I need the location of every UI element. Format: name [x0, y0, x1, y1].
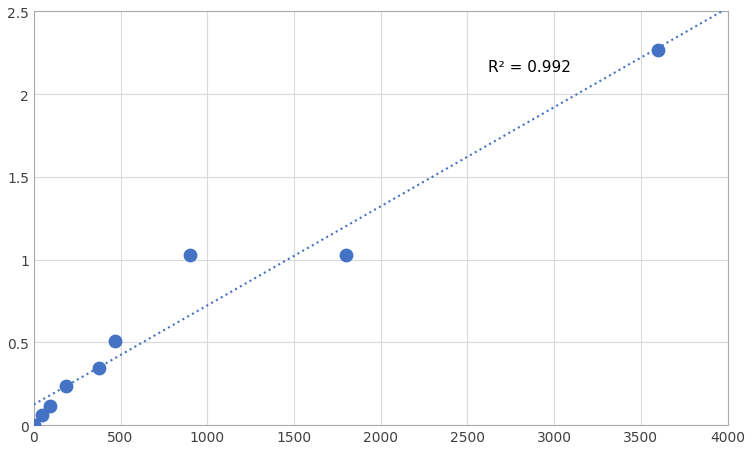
Point [184, 252, 196, 259]
Point [28, 421, 40, 428]
Point [36, 411, 48, 419]
Point [60, 382, 72, 390]
Point [92, 364, 105, 371]
Point [340, 252, 352, 259]
Point [109, 337, 121, 345]
Text: R² = 0.992: R² = 0.992 [488, 60, 571, 75]
Point [652, 48, 664, 55]
Point [44, 403, 56, 410]
